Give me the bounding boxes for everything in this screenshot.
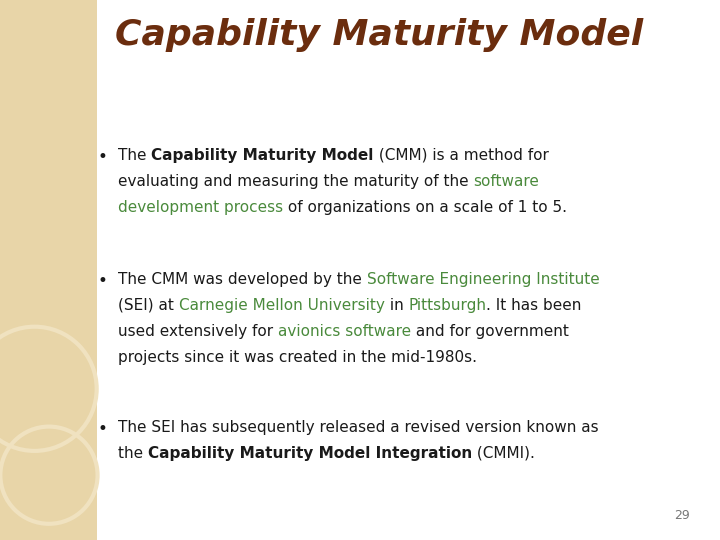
Text: The: The [118, 148, 151, 163]
Text: Software Engineering Institute: Software Engineering Institute [366, 272, 600, 287]
Text: •: • [97, 420, 107, 438]
Text: evaluating and measuring the maturity of the: evaluating and measuring the maturity of… [118, 174, 474, 189]
Text: Capability Maturity Model: Capability Maturity Model [115, 18, 643, 52]
Text: Pittsburgh: Pittsburgh [408, 298, 486, 313]
Text: •: • [97, 148, 107, 166]
Text: development process: development process [118, 200, 283, 215]
Text: Capability Maturity Model: Capability Maturity Model [151, 148, 374, 163]
Text: projects since it was created in the mid-1980s.: projects since it was created in the mid… [118, 350, 477, 365]
Text: . It has been: . It has been [486, 298, 582, 313]
Text: software: software [474, 174, 539, 189]
Text: avionics software: avionics software [278, 324, 411, 339]
Text: •: • [97, 272, 107, 290]
Text: in: in [384, 298, 408, 313]
Text: of organizations on a scale of 1 to 5.: of organizations on a scale of 1 to 5. [283, 200, 567, 215]
Text: Carnegie Mellon University: Carnegie Mellon University [179, 298, 384, 313]
Text: The CMM was developed by the: The CMM was developed by the [118, 272, 366, 287]
Text: (SEI) at: (SEI) at [118, 298, 179, 313]
Text: Capability Maturity Model Integration: Capability Maturity Model Integration [148, 446, 472, 461]
Text: 29: 29 [674, 509, 690, 522]
Text: the: the [118, 446, 148, 461]
Text: (CMMI).: (CMMI). [472, 446, 535, 461]
Bar [0, 0, 97, 540]
Text: (CMM) is a method for: (CMM) is a method for [374, 148, 549, 163]
Text: and for government: and for government [411, 324, 569, 339]
Text: used extensively for: used extensively for [118, 324, 278, 339]
Text: The SEI has subsequently released a revised version known as: The SEI has subsequently released a revi… [118, 420, 598, 435]
